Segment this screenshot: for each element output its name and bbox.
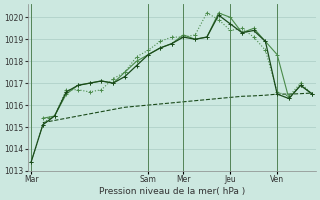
X-axis label: Pression niveau de la mer( hPa ): Pression niveau de la mer( hPa ) (99, 187, 245, 196)
